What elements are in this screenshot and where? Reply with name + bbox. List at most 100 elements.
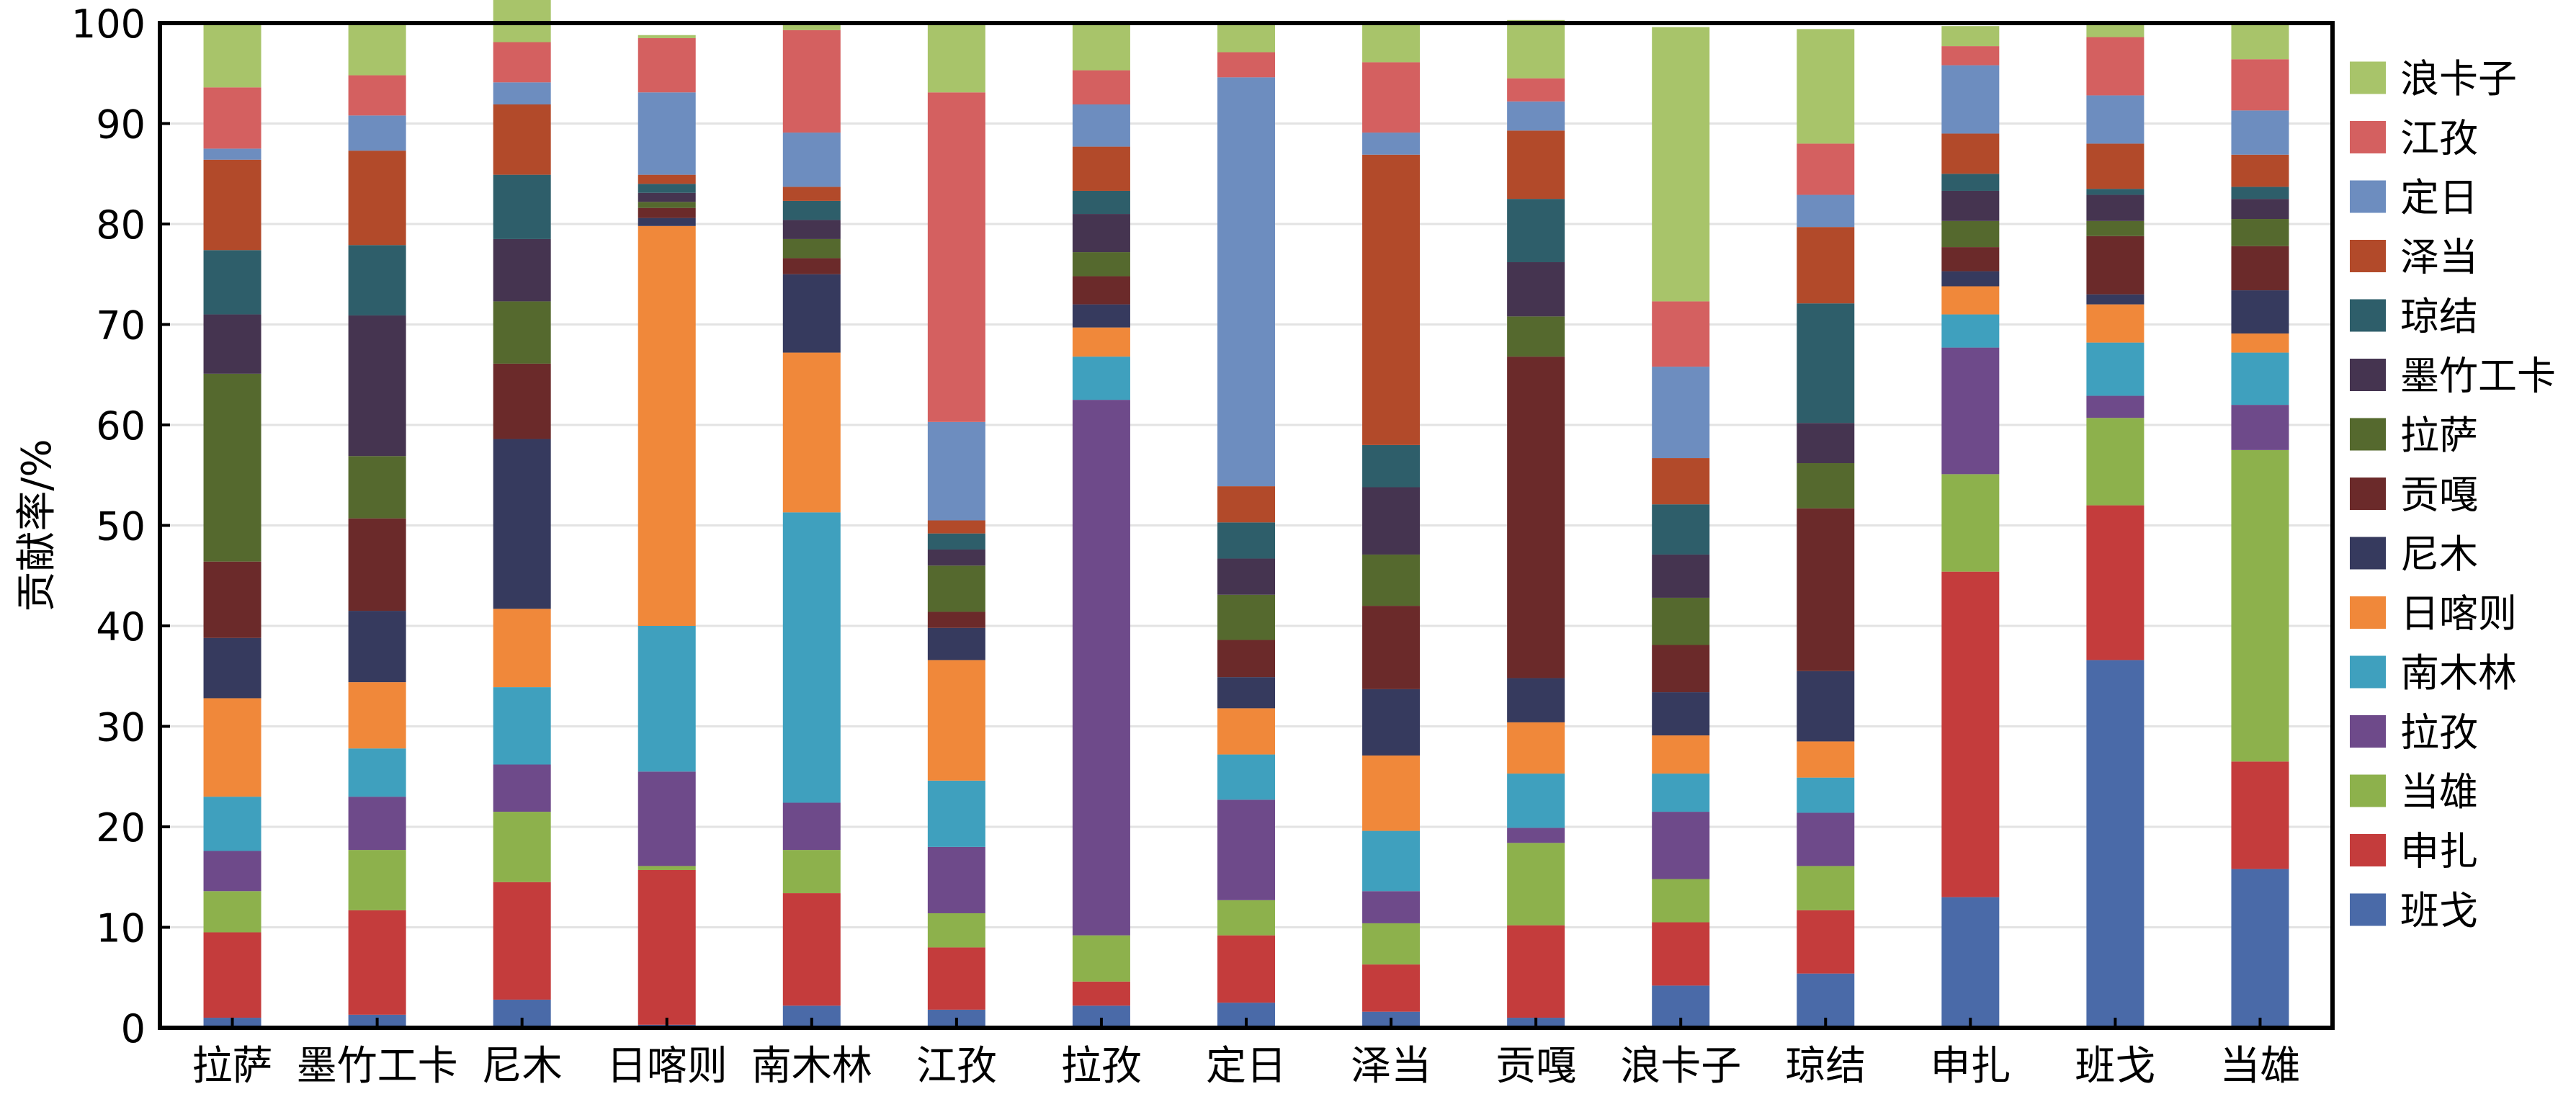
bar-segment [1507,722,1565,774]
bar-segment [1941,65,2000,134]
legend-item: 浪卡子 [2350,56,2517,102]
bar-segment [1797,194,1855,228]
bar-segment [1072,214,1130,253]
bar-segment [203,561,261,638]
bar-segment [348,115,406,151]
bar-segment [1797,143,1855,195]
bar-segment [782,133,841,187]
bar-segment [1217,558,1275,595]
bar-segment [1072,304,1130,328]
bar-segment [348,611,406,683]
bar-segment [1217,754,1275,800]
bar-segment [1652,645,1710,693]
legend-label: 浪卡子 [2400,56,2517,102]
bar-segment [927,533,985,550]
legend-label: 拉萨 [2400,413,2478,458]
x-tick-label: 拉孜 [1061,1043,1142,1090]
bar-segment [638,866,696,870]
bar-segment [1217,522,1275,559]
legend-item: 当雄 [2350,769,2478,815]
legend-swatch [2350,61,2386,94]
legend-swatch [2350,655,2386,689]
bar-segment [638,207,696,218]
bar-segment [203,637,261,699]
bar-segment [2086,418,2145,506]
bar-segment [782,352,841,513]
bar-segment [638,174,696,184]
bar-segment [638,869,696,1025]
legend-item: 尼木 [2350,532,2478,577]
legend-label: 南木林 [2400,650,2517,696]
bar-segment [1362,554,1421,606]
bar-segment [493,882,551,1000]
legend-swatch [2350,299,2386,332]
x-tick-label: 拉萨 [192,1043,273,1090]
bar-segment [1797,741,1855,778]
legend-label: 定日 [2400,175,2478,220]
bar-segment [2231,869,2289,1028]
bar-segment [348,315,406,457]
bar-segment [782,24,841,30]
legend-label: 贡嘎 [2400,472,2478,518]
x-tick-label: 日喀则 [607,1043,728,1090]
bar-segment [638,202,696,208]
bar-segment [2231,246,2289,291]
bar-segment [2086,24,2145,37]
bar-segment [927,421,985,521]
bar-segment [2231,59,2289,111]
legend-swatch [2350,121,2386,153]
bar-segment [1941,190,2000,221]
legend-item: 江孜 [2350,116,2478,161]
bar-segment [2231,110,2289,155]
bar-segment [2086,194,2145,221]
bar-segment [1217,594,1275,640]
bar-segment [1652,554,1710,598]
bar-segment [2231,219,2289,246]
bar-segment [1362,487,1421,555]
y-tick-label: 50 [96,504,146,550]
bar-segment [1652,597,1710,645]
bar-segment [493,439,551,609]
legend-item: 贡嘎 [2350,472,2478,518]
bar-segment [638,771,696,866]
bar-segment [1941,46,2000,66]
bar-segment [1507,828,1565,843]
bar-segment [1072,400,1130,936]
bar-segment [782,893,841,1006]
bar-segment [638,37,696,93]
bar-segment [2086,342,2145,396]
bar-segment [1217,486,1275,523]
bar-segment [1652,812,1710,879]
legend-label: 泽当 [2400,235,2478,280]
legend-swatch [2350,893,2386,926]
y-tick-label: 90 [96,102,146,148]
bar-segment [927,92,985,422]
bar-segment [1797,508,1855,671]
x-tick-label: 申扎 [1930,1043,2011,1090]
legend-label: 江孜 [2400,116,2478,161]
bar-segment [1362,444,1421,488]
x-tick-label: 当雄 [2219,1043,2300,1090]
legend-swatch [2350,834,2386,866]
bar-segment [1652,301,1710,367]
bar-segment [2086,660,2145,1028]
bar-segment [1507,678,1565,722]
bar-segment [203,87,261,149]
bar-segment [1072,981,1130,1006]
legend-swatch [2350,478,2386,510]
bar-segment [1507,357,1565,678]
bar-segment [782,850,841,894]
legend-item: 泽当 [2350,235,2478,280]
bar-segment [927,913,985,948]
bar-segment [927,565,985,612]
bar-segment [1652,504,1710,555]
bar-segment [1797,227,1855,304]
y-tick-label: 40 [96,604,146,650]
legend-swatch [2350,774,2386,807]
bar-segment [927,24,985,93]
legend-swatch [2350,359,2386,391]
bar-segment [2231,333,2289,353]
legend-item: 定日 [2350,175,2478,220]
bar-segment [927,627,985,660]
